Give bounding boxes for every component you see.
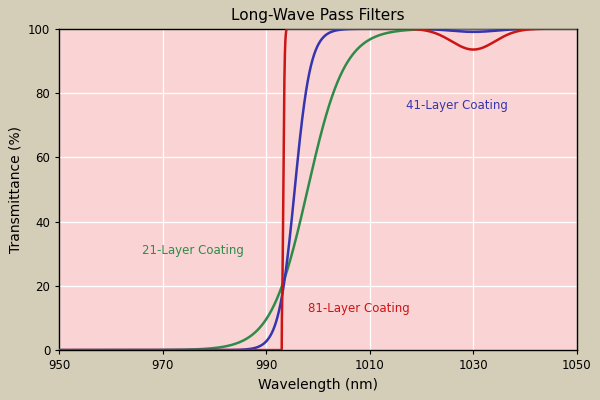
Title: Long-Wave Pass Filters: Long-Wave Pass Filters bbox=[231, 8, 405, 23]
Y-axis label: Transmittance (%): Transmittance (%) bbox=[8, 126, 22, 253]
X-axis label: Wavelength (nm): Wavelength (nm) bbox=[258, 378, 378, 392]
Text: 21-Layer Coating: 21-Layer Coating bbox=[142, 244, 244, 257]
Text: 81-Layer Coating: 81-Layer Coating bbox=[308, 302, 409, 315]
Text: 41-Layer Coating: 41-Layer Coating bbox=[406, 99, 508, 112]
